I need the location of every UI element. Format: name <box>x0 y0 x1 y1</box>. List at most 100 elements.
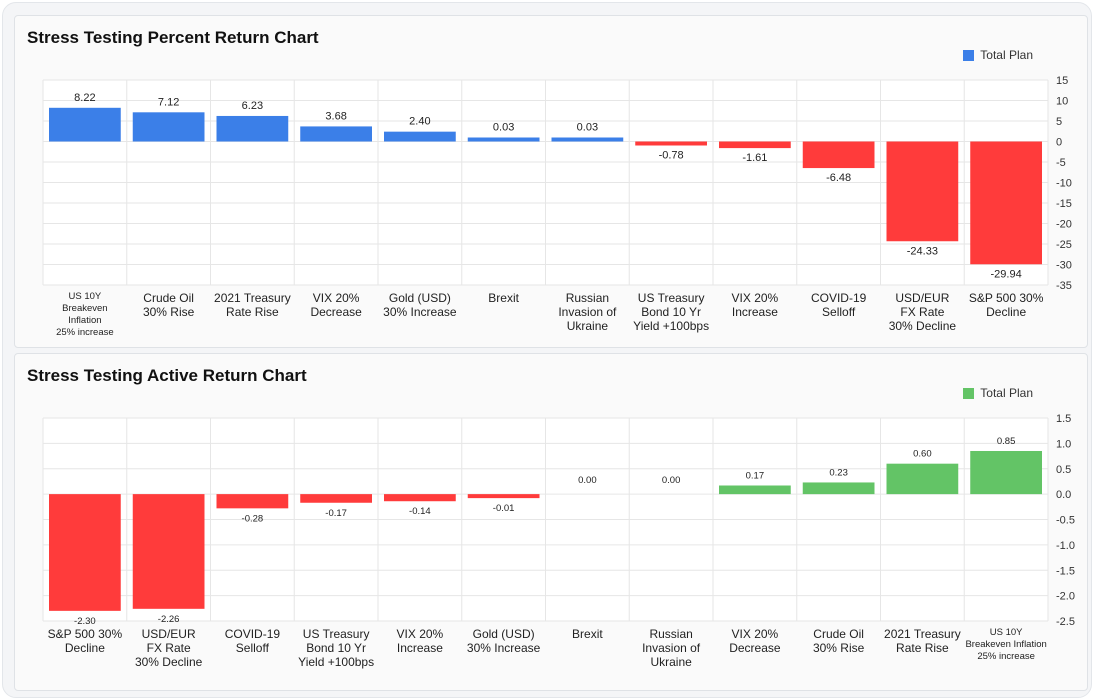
bar-value-label: -24.33 <box>907 245 938 257</box>
x-category-label: 2021 Treasury Rate Rise <box>214 291 291 319</box>
bar-value-label: 0.60 <box>913 449 932 460</box>
bar[interactable] <box>802 141 875 169</box>
bar-value-label: -0.14 <box>409 506 431 517</box>
y-tick-label: -30 <box>1056 260 1072 272</box>
x-category-label: VIX 20% Increase <box>731 291 779 319</box>
y-tick-label: -2.0 <box>1056 591 1075 603</box>
legend-label: Total Plan <box>980 386 1033 400</box>
bar[interactable] <box>719 141 791 149</box>
bar[interactable] <box>216 494 289 509</box>
bar-value-label: -29.94 <box>991 268 1022 280</box>
x-category-label: VIX 20% Decrease <box>729 627 781 655</box>
x-category-label: Gold (USD) 30% Increase <box>383 291 457 319</box>
bar-value-label: -0.17 <box>325 508 347 519</box>
bar[interactable] <box>132 494 205 609</box>
bar-value-label: 6.23 <box>242 100 263 112</box>
bar-value-label: -0.01 <box>493 503 515 514</box>
bar-value-label: 0.03 <box>577 122 598 134</box>
y-tick-label: 0 <box>1056 137 1062 149</box>
bar-value-label: 0.17 <box>746 470 765 481</box>
legend-label: Total Plan <box>980 48 1033 62</box>
bar[interactable] <box>300 494 372 503</box>
bar[interactable] <box>384 131 456 142</box>
x-category-label: COVID-19 Selloff <box>224 627 281 655</box>
y-tick-label: -25 <box>1056 239 1072 251</box>
y-tick-label: 1.5 <box>1056 413 1071 425</box>
bar-value-label: -0.28 <box>242 513 264 524</box>
x-category-label: Crude Oil 30% Rise <box>142 291 195 319</box>
bar-value-label: 0.00 <box>578 475 597 486</box>
bar[interactable] <box>802 482 875 495</box>
panel-title: Stress Testing Active Return Chart <box>27 366 307 385</box>
x-category-label: US Treasury Bond 10 Yr Yield +100bps <box>633 291 710 333</box>
bar-value-label: 3.68 <box>325 110 346 122</box>
x-category-label: VIX 20% Increase <box>396 627 444 655</box>
bar-value-label: 0.03 <box>493 122 514 134</box>
percent-return-bar-chart: 15 10 5 0 -5 -10 -15 -20 -25 -30 -35 8.22 7.12 6.23 3.… <box>42 75 1072 292</box>
bar[interactable] <box>886 141 959 242</box>
bar-value-label: -2.26 <box>158 614 180 625</box>
x-category-label: Gold (USD) 30% Increase <box>466 627 541 655</box>
bar-value-label: -0.78 <box>659 150 684 162</box>
bar-value-label: 7.12 <box>158 96 179 108</box>
bar-value-label: 0.23 <box>829 467 848 478</box>
bar-value-label: -6.48 <box>826 172 851 184</box>
x-category-label: S&P 500 30% Decline <box>47 627 123 655</box>
y-tick-label: -5 <box>1056 157 1066 169</box>
bar-value-label: 8.22 <box>74 92 95 104</box>
x-category-label: US 10Y Breakeven Inflation 25% increase <box>965 627 1047 662</box>
active-return-bar-chart: 1.5 1.0 0.5 0.0 -0.5 -1.0 -1.5 -2.0 -2.5 -2.30 -2.… <box>42 413 1075 628</box>
x-category-label: VIX 20% Decrease <box>310 291 362 319</box>
bar[interactable] <box>132 112 205 142</box>
bar[interactable] <box>467 494 540 499</box>
chart-legend[interactable]: Total Plan <box>963 386 1033 400</box>
percent-return-panel: Stress Testing Percent Return Chart Tota… <box>14 15 1088 348</box>
bar[interactable] <box>216 115 289 142</box>
y-tick-label: -2.5 <box>1056 616 1075 628</box>
y-tick-label: -15 <box>1056 198 1072 210</box>
x-category-label: Russian Invasion of Ukraine <box>642 627 701 669</box>
bar[interactable] <box>467 137 540 142</box>
y-tick-label: 0.5 <box>1056 464 1071 476</box>
x-category-label: COVID-19 Selloff <box>810 291 867 319</box>
y-tick-label: -0.5 <box>1056 515 1075 527</box>
x-category-label: Brexit <box>488 291 519 305</box>
x-category-label: USD/EUR FX Rate 30% Decline <box>888 291 957 333</box>
bar[interactable] <box>384 494 456 502</box>
x-category-label: Brexit <box>572 627 603 641</box>
bar-value-label: -2.30 <box>74 616 96 627</box>
chart-legend[interactable]: Total Plan <box>963 48 1033 62</box>
y-tick-label: 0.0 <box>1056 489 1071 501</box>
bar[interactable] <box>49 107 121 142</box>
legend-swatch <box>963 387 975 399</box>
bar[interactable] <box>719 485 791 495</box>
bar[interactable] <box>49 494 121 611</box>
x-category-label: US Treasury Bond 10 Yr Yield +100bps <box>298 627 375 669</box>
y-tick-label: -35 <box>1056 280 1072 292</box>
bar[interactable] <box>970 141 1042 265</box>
y-tick-label: 10 <box>1056 96 1068 108</box>
bar[interactable] <box>551 137 624 142</box>
bar[interactable] <box>970 450 1042 495</box>
y-tick-label: 15 <box>1056 75 1068 87</box>
x-category-label: Crude Oil 30% Rise <box>812 627 865 655</box>
panel-title: Stress Testing Percent Return Chart <box>27 28 319 47</box>
y-tick-label: -10 <box>1056 178 1072 190</box>
bar[interactable] <box>886 463 959 495</box>
bar-value-label: 2.40 <box>409 116 430 128</box>
y-tick-label: -20 <box>1056 219 1072 231</box>
y-tick-label: 1.0 <box>1056 438 1071 450</box>
x-category-label: USD/EUR FX Rate 30% Decline <box>134 627 203 669</box>
y-tick-label: -1.0 <box>1056 540 1075 552</box>
bar-value-label: -1.61 <box>742 152 767 164</box>
bar[interactable] <box>635 141 707 146</box>
bar[interactable] <box>300 126 372 142</box>
bar-value-label: 0.85 <box>997 436 1016 447</box>
active-return-panel: Stress Testing Active Return Chart Total… <box>14 353 1088 691</box>
x-category-label: Russian Invasion of Ukraine <box>558 291 617 333</box>
x-category-label: S&P 500 30% Decline <box>968 291 1044 319</box>
y-tick-label: -1.5 <box>1056 565 1075 577</box>
legend-swatch <box>963 49 975 61</box>
bar-value-label: 0.00 <box>662 475 681 486</box>
